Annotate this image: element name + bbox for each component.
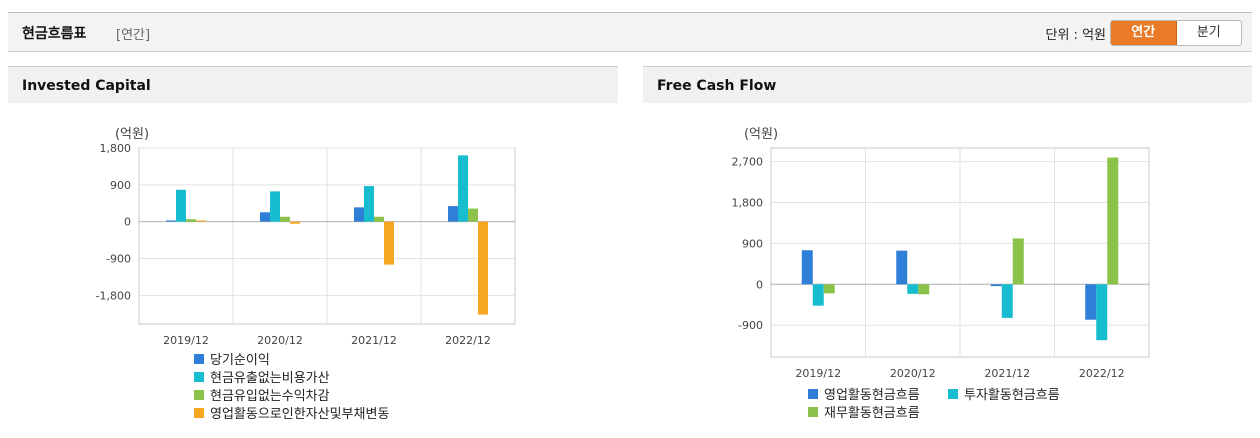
bar-2-2020-12 — [270, 191, 280, 222]
invested-capital-panel: Invested Capital (억원) 1,800 900 0 -900 -1,800… — [8, 66, 618, 436]
bar-3-2021-12 — [374, 216, 384, 222]
legend-swatch — [194, 408, 204, 418]
x-tick-label: 2020/12 — [890, 367, 936, 380]
x-tick-label: 2019/12 — [795, 367, 841, 380]
bar-3-2020-12 — [918, 284, 930, 295]
legend-label: 당기순이익 — [210, 353, 270, 368]
bar-2-2020-12 — [907, 284, 919, 294]
bar-2-2021-12 — [364, 186, 374, 222]
legend-swatch — [948, 389, 958, 399]
bar-2-2022-12 — [458, 155, 468, 222]
legend-label: 현금유출없는비용가산 — [210, 371, 330, 386]
y-tick-label: -1,800 — [96, 289, 131, 302]
quarterly-tab[interactable]: 분기 — [1196, 25, 1221, 40]
free-cash-flow-panel: Free Cash Flow (억원) 2,700 1,800 900 0 -900 201… — [643, 66, 1252, 436]
x-tick-label: 2021/12 — [351, 334, 397, 347]
invested-capital-chart: (억원)1,800 900 0 -900 -1,800 2019/12 2020/12 202… — [96, 127, 516, 422]
bar-1-2021-12 — [990, 284, 1002, 287]
bar-4-2022-12 — [478, 221, 488, 315]
bar-2-2019-12 — [812, 284, 824, 306]
panel-header: Invested Capital — [8, 66, 618, 103]
section-header: 현금흐름표 [연간] 단위 : 억원 연간 분기 — [8, 12, 1252, 52]
x-tick-label: 2021/12 — [984, 367, 1030, 380]
legend-label: 영업활동으로인한자산및부채변동 — [210, 407, 389, 422]
y-tick-label: 1,800 — [732, 197, 764, 210]
bar-1-2022-12 — [448, 206, 458, 222]
bar-3-2022-12 — [1107, 157, 1119, 285]
bar-1-2020-12 — [260, 212, 270, 222]
x-tick-label: 2022/12 — [1079, 367, 1125, 380]
legend-swatch — [194, 354, 204, 364]
annual-tab[interactable]: 연간 — [1111, 21, 1177, 45]
legend-swatch — [194, 372, 204, 382]
bar-1-2019-12 — [801, 250, 813, 285]
y-axis-unit: (억원) — [744, 127, 778, 142]
panel-title: Invested Capital — [22, 78, 151, 94]
x-tick-label: 2020/12 — [257, 334, 303, 347]
legend-label: 재무활동현금흐름 — [824, 406, 920, 421]
legend-swatch — [194, 390, 204, 400]
bar-3-2022-12 — [468, 208, 478, 222]
page-title: 현금흐름표 — [22, 26, 87, 42]
bar-4-2021-12 — [384, 221, 394, 265]
period-toggle: 연간 분기 — [1110, 20, 1242, 46]
y-tick-label: 1,800 — [100, 142, 132, 155]
y-tick-label: 0 — [756, 278, 763, 291]
legend-label: 현금유입없는수익차감 — [210, 389, 330, 404]
bar-2-2021-12 — [1001, 284, 1013, 318]
y-tick-label: -900 — [106, 253, 131, 266]
bar-1-2019-12 — [166, 220, 176, 222]
bar-3-2020-12 — [280, 216, 290, 222]
y-tick-label: 900 — [110, 179, 131, 192]
y-tick-label: 2,700 — [732, 156, 764, 169]
legend-swatch — [808, 389, 818, 399]
bar-3-2019-12 — [823, 284, 835, 294]
bar-1-2022-12 — [1085, 284, 1097, 320]
panel-title: Free Cash Flow — [657, 78, 777, 94]
y-tick-label: 900 — [742, 237, 763, 250]
legend-swatch — [808, 407, 818, 417]
x-tick-label: 2019/12 — [163, 334, 209, 347]
panel-header: Free Cash Flow — [643, 66, 1252, 103]
bar-4-2019-12 — [196, 220, 206, 222]
bar-1-2020-12 — [896, 250, 908, 285]
free-cash-flow-chart: (억원) 2,700 1,800 900 0 -900 2019/12 2020/12 2021… — [732, 127, 1150, 421]
bar-3-2021-12 — [1012, 238, 1024, 285]
bar-4-2020-12 — [290, 221, 300, 224]
bar-2-2022-12 — [1096, 284, 1108, 341]
y-axis-unit: (억원) — [115, 127, 149, 142]
y-tick-label: -900 — [738, 319, 763, 332]
y-tick-label: 0 — [124, 216, 131, 229]
legend-label: 투자활동현금흐름 — [964, 388, 1060, 403]
page-subtitle: [연간] — [116, 28, 151, 43]
x-tick-label: 2022/12 — [445, 334, 491, 347]
legend-label: 영업활동현금흐름 — [824, 388, 920, 403]
bar-2-2019-12 — [176, 189, 186, 222]
unit-label: 단위 : 억원 — [1045, 28, 1107, 43]
bar-3-2019-12 — [186, 219, 196, 222]
bar-1-2021-12 — [354, 207, 364, 222]
